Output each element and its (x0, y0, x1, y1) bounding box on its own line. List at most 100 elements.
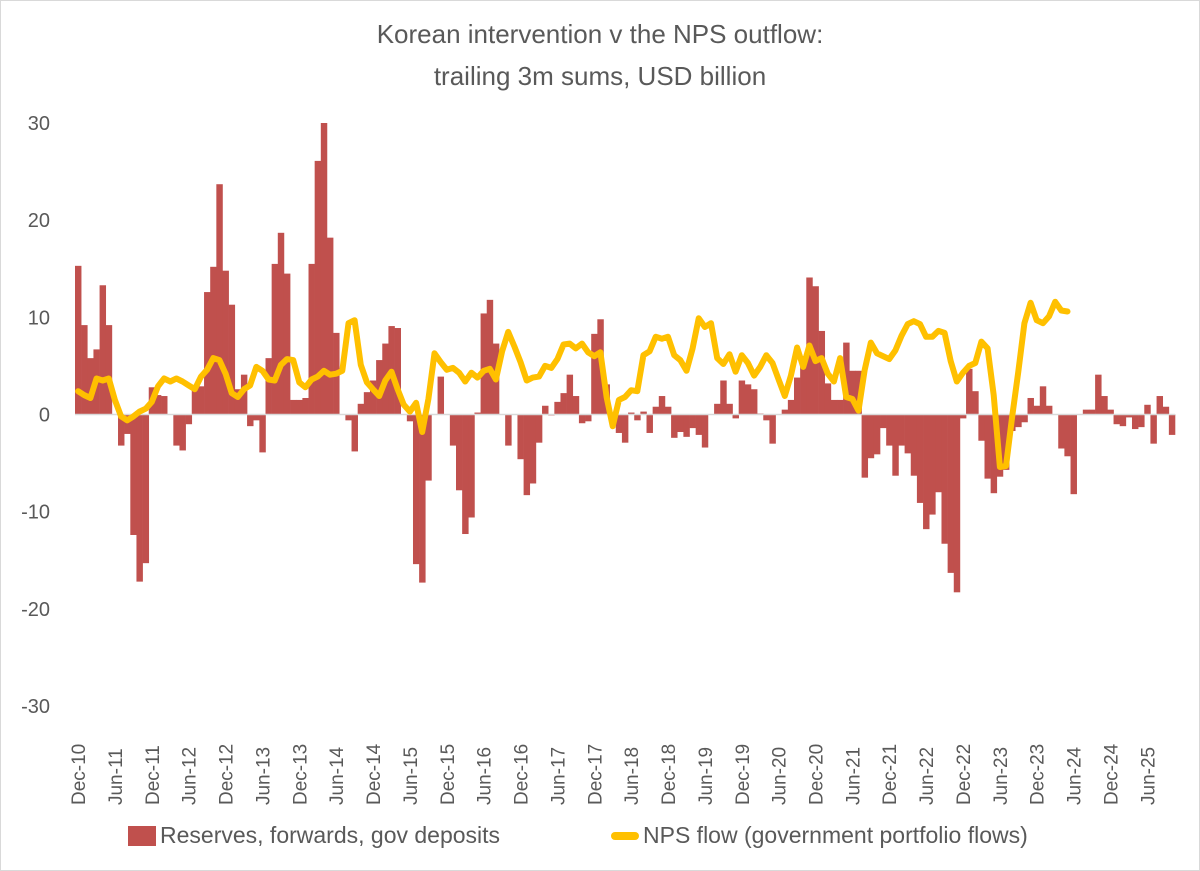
x-tick-label: Dec-20 (807, 744, 828, 805)
bar (523, 414, 531, 496)
bar (923, 414, 930, 530)
bar (290, 399, 297, 415)
bar (376, 360, 383, 415)
bar (560, 393, 567, 415)
bar (265, 358, 272, 415)
bar (320, 123, 328, 415)
bar (578, 414, 586, 424)
bar (787, 399, 795, 415)
bar (529, 414, 537, 484)
x-tick-label: Jun-13 (253, 747, 274, 805)
x-tick-label: Jun-16 (475, 747, 496, 805)
bar (837, 399, 844, 415)
x-tick-label: Dec-18 (659, 744, 680, 805)
bar (240, 374, 248, 415)
bar (363, 392, 371, 415)
bar (818, 330, 826, 415)
bar (1082, 409, 1090, 415)
bar (173, 414, 180, 446)
bar (1027, 397, 1034, 415)
bar (658, 396, 666, 415)
bar (867, 414, 875, 459)
bar (972, 391, 979, 415)
bar (253, 414, 260, 421)
bar (978, 414, 985, 441)
bar (228, 304, 236, 415)
bar (81, 325, 88, 415)
bar (277, 232, 285, 415)
x-tick-label: Dec-17 (585, 744, 606, 805)
bar (763, 414, 770, 421)
bar (222, 270, 229, 415)
y-tick-label: 0 (39, 405, 50, 427)
bar (1033, 405, 1041, 415)
x-tick-label: Dec-13 (290, 744, 311, 805)
legend-swatch-line (611, 831, 639, 840)
bar-series (75, 123, 1176, 593)
bar (554, 401, 561, 415)
bar (861, 414, 869, 478)
bar (118, 414, 125, 446)
bar (916, 414, 924, 503)
bar (124, 414, 131, 434)
x-tick-label: Jun-12 (180, 747, 201, 805)
bar (425, 414, 432, 481)
bar (572, 396, 580, 415)
bar (744, 384, 752, 415)
bar (671, 414, 678, 438)
bar (677, 414, 684, 432)
x-axis: Dec-10 Jun-11 Dec-11 Jun-12 Dec-12 Jun-13 Dec-… (69, 743, 1159, 805)
legend-label-reserves: Reserves, forwards, gov deposits (160, 822, 501, 848)
bar (990, 414, 998, 494)
bar (505, 414, 512, 446)
bar (357, 403, 365, 415)
bar (302, 397, 309, 415)
bar (1138, 414, 1145, 428)
bar (326, 237, 334, 415)
y-tick-label: 10 (28, 307, 50, 329)
bar (910, 414, 918, 476)
bar (412, 414, 420, 565)
bar (105, 325, 113, 415)
x-tick-label: Dec-23 (1028, 744, 1049, 805)
bar (720, 380, 727, 415)
bar (953, 414, 961, 593)
bar (941, 414, 948, 544)
bar (283, 273, 291, 415)
x-tick-label: Jun-20 (770, 747, 791, 805)
nps-flow-line (75, 298, 1071, 470)
bar (886, 414, 893, 446)
bar (793, 377, 801, 415)
bar (769, 414, 776, 444)
bar (781, 409, 789, 415)
bar (1150, 414, 1157, 444)
legend-item-nps: NPS flow (government portfolio flows) (611, 822, 1028, 849)
bar (185, 414, 193, 425)
bar (1107, 409, 1114, 415)
bar (136, 414, 143, 582)
bar (984, 414, 991, 479)
bar (394, 328, 401, 415)
bar (204, 292, 211, 415)
bar (843, 342, 850, 415)
bar (966, 368, 973, 415)
bar (419, 414, 426, 583)
bar (154, 395, 162, 415)
bar (449, 414, 457, 446)
legend-item-reserves: Reserves, forwards, gov deposits (128, 822, 500, 849)
bar (830, 399, 838, 415)
bar (683, 414, 690, 437)
bar (345, 414, 352, 421)
bar (652, 406, 660, 415)
bar (542, 405, 549, 415)
x-tick-label: Jun-17 (548, 747, 569, 805)
bar (904, 414, 912, 454)
bar (1101, 396, 1108, 415)
bar (259, 414, 266, 453)
bar (1156, 396, 1164, 415)
bar (437, 376, 445, 415)
bar (130, 414, 137, 535)
bar (216, 184, 223, 415)
x-tick-label: Dec-10 (69, 744, 90, 805)
x-tick-label: Jun-15 (401, 747, 422, 805)
